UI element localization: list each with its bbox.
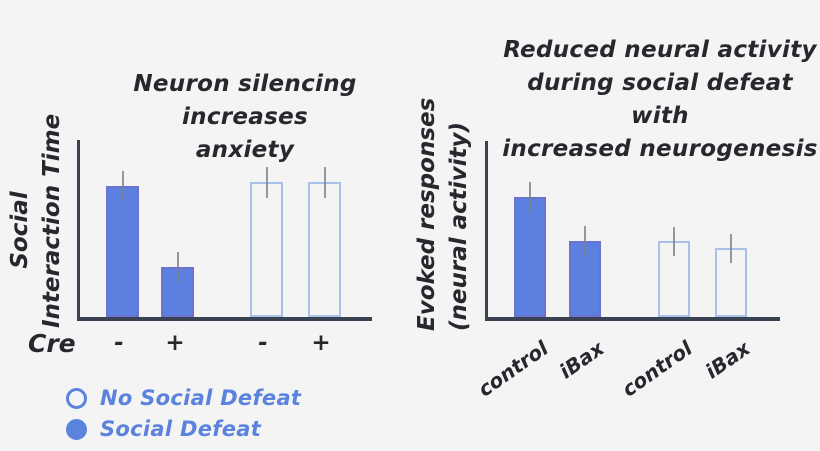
filled-circle-icon (66, 418, 87, 440)
left-chart-title-line2: anxiety (195, 137, 295, 163)
right-tick-2: iBax (554, 336, 608, 384)
legend-label: No Social Defeat (100, 386, 302, 410)
legend-item-social-defeat: Social Defeat (66, 417, 301, 441)
error-bar (529, 181, 531, 213)
right-plot-area (485, 141, 780, 321)
bar-no-social-defeat- (308, 182, 341, 317)
left-tick-4: + (311, 330, 331, 356)
right-chart-title-line1: Reduced neural activity (503, 37, 817, 63)
left-y-axis-label: Social Interaction Time (7, 113, 65, 328)
left-plot-area (77, 140, 372, 321)
right-y-axis-label: Evoked responses (neural activity) (414, 97, 472, 331)
bar-social-defeat- (106, 186, 139, 317)
left-chart-title-line1: Neuron silencing increases (133, 71, 357, 130)
left-x-axis-name: Cre (28, 329, 76, 358)
right-tick-3: control (617, 336, 697, 402)
left-tick-1: - (114, 330, 124, 356)
right-chart-title-line2: during social defeat with (527, 70, 793, 129)
left-chart-title: Neuron silencing increases anxiety (80, 68, 410, 167)
right-tick-1: control (473, 336, 553, 402)
right-chart-title-line3: increased neurogenesis (502, 136, 818, 162)
right-tick-4: iBax (700, 336, 754, 384)
legend-item-no-social-defeat: No Social Defeat (66, 386, 301, 410)
error-bar (584, 225, 586, 257)
error-bar (265, 167, 268, 198)
error-bar (121, 171, 124, 202)
left-tick-3: - (258, 330, 268, 356)
right-chart-title: Reduced neural activity during social de… (498, 34, 820, 166)
bar-no-social-defeat- (250, 182, 283, 317)
open-circle-icon (66, 387, 87, 409)
bar-social-defeat-control (514, 197, 546, 317)
error-bar (323, 167, 326, 198)
error-bar (730, 233, 732, 263)
error-bar (673, 226, 675, 256)
legend: No Social Defeat Social Defeat (66, 386, 301, 441)
left-tick-2: + (165, 330, 185, 356)
legend-label: Social Defeat (100, 417, 262, 441)
error-bar (176, 252, 179, 283)
